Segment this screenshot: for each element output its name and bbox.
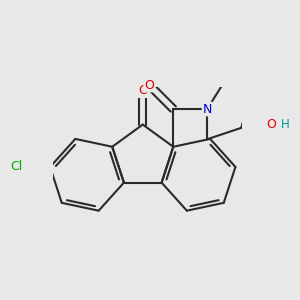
Text: N: N: [202, 103, 212, 116]
Text: H: H: [281, 118, 290, 130]
Text: O: O: [144, 79, 154, 92]
Text: O: O: [266, 118, 276, 130]
Text: Cl: Cl: [10, 160, 22, 173]
Text: O: O: [138, 84, 148, 97]
